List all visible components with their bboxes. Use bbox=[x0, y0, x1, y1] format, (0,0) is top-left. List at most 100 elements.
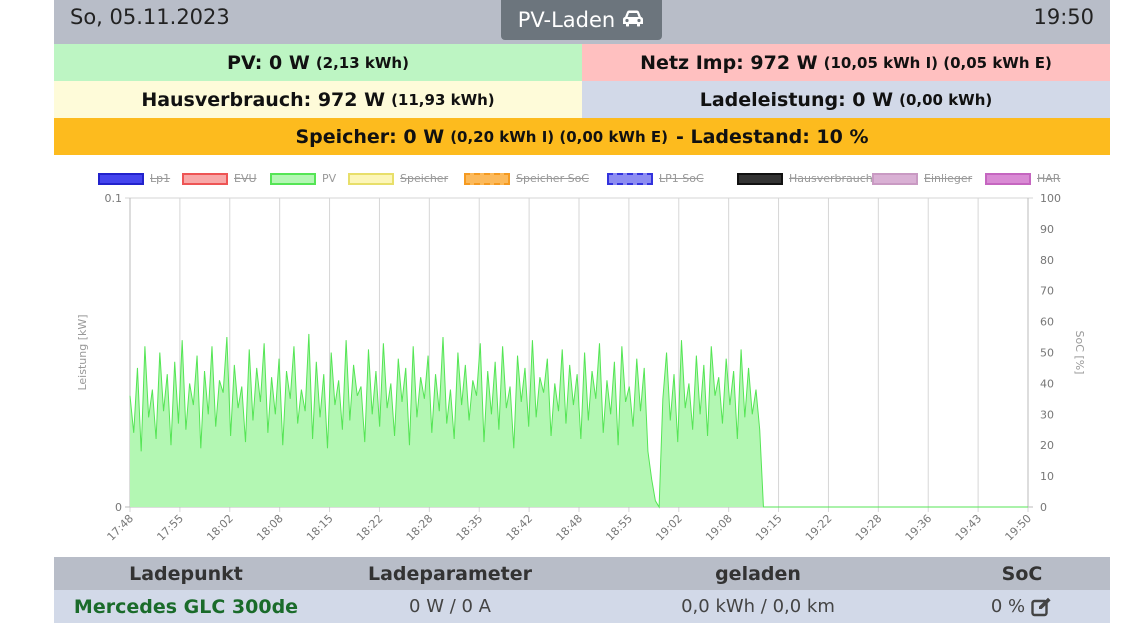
grid-summary: Netz Imp: 972 W (10,05 kWh I) (0,05 kWh … bbox=[582, 44, 1110, 81]
dashboard: So, 05.11.2023 PV-Laden 19:50 PV: 0 W (2… bbox=[54, 0, 1110, 637]
car-icon bbox=[621, 8, 645, 32]
grid-power: Netz Imp: 972 W bbox=[640, 51, 818, 74]
x-tick-label: 19:22 bbox=[803, 512, 835, 544]
summary-row-1: PV: 0 W (2,13 kWh) Netz Imp: 972 W (10,0… bbox=[54, 44, 1110, 81]
legend-item-evu[interactable]: EVU bbox=[182, 172, 257, 185]
x-tick-label: 19:43 bbox=[953, 512, 985, 544]
table-row[interactable]: Mercedes GLC 300de 0 W / 0 A 0,0 kWh / 0… bbox=[54, 590, 1110, 623]
charge-mode-button[interactable]: PV-Laden bbox=[501, 0, 662, 40]
header-ladepunkt: Ladepunkt bbox=[129, 562, 243, 585]
legend-label: PV bbox=[322, 172, 337, 185]
pv-energy: (2,13 kWh) bbox=[315, 53, 409, 72]
legend-label: Speicher SoC bbox=[516, 172, 589, 185]
legend-item-pv[interactable]: PV bbox=[270, 172, 336, 185]
pv-series-line bbox=[129, 333, 1028, 509]
legend-label: EVU bbox=[234, 172, 257, 185]
x-tick-label: 18:48 bbox=[554, 512, 586, 544]
x-tick-label: 18:42 bbox=[504, 512, 536, 544]
house-consumption-summary: Hausverbrauch: 972 W (11,93 kWh) bbox=[54, 81, 582, 118]
y-tick-right: 70 bbox=[1040, 285, 1054, 298]
top-bar: So, 05.11.2023 PV-Laden 19:50 bbox=[54, 0, 1110, 44]
header-geladen: geladen bbox=[715, 562, 801, 585]
legend-swatch bbox=[182, 172, 228, 185]
legend-swatch bbox=[985, 172, 1031, 185]
battery-power: Speicher: 0 W bbox=[295, 125, 445, 148]
y-tick-left: 0.1 bbox=[105, 192, 123, 205]
legend-swatch bbox=[737, 172, 783, 185]
x-tick-label: 18:28 bbox=[404, 512, 436, 544]
battery-energy: (0,20 kWh I) (0,00 kWh E) bbox=[450, 127, 668, 146]
y-tick-right: 20 bbox=[1040, 439, 1054, 452]
y-tick-left: 0 bbox=[115, 501, 122, 514]
chart-legend: Lp1 EVU PV Speicher Speicher SoC LP1 SoC Hausv… bbox=[54, 172, 1110, 190]
x-tick-label: 18:15 bbox=[304, 512, 336, 544]
x-tick-label: 19:36 bbox=[903, 512, 935, 544]
legend-item-speicher[interactable]: Speicher bbox=[348, 172, 448, 185]
x-tick-label: 19:28 bbox=[853, 512, 885, 544]
charge-point-table-header: Ladepunkt Ladeparameter geladen SoC bbox=[54, 557, 1110, 590]
current-date: So, 05.11.2023 bbox=[70, 5, 230, 29]
y-tick-right: 30 bbox=[1040, 408, 1054, 421]
battery-state-of-charge: - Ladestand: 10 % bbox=[675, 125, 869, 148]
x-tick-label: 19:50 bbox=[1003, 512, 1035, 544]
legend-item-lp1-soc[interactable]: LP1 SoC bbox=[607, 172, 704, 185]
legend-label: Lp1 bbox=[150, 172, 171, 185]
x-tick-label: 18:22 bbox=[354, 512, 386, 544]
charging-power: Ladeleistung: 0 W bbox=[699, 88, 894, 111]
pv-power: PV: 0 W bbox=[227, 51, 310, 74]
legend-item-einlieger[interactable]: Einlieger bbox=[872, 172, 972, 185]
y-axis-label-right: SoC [%] bbox=[1073, 331, 1086, 375]
header-soc: SoC bbox=[1001, 562, 1043, 585]
y-tick-right: 0 bbox=[1040, 501, 1047, 514]
legend-swatch bbox=[872, 172, 918, 185]
legend-label: Speicher bbox=[400, 172, 449, 185]
house-energy: (11,93 kWh) bbox=[391, 90, 495, 109]
x-tick-label: 18:55 bbox=[603, 512, 635, 544]
header-ladeparameter: Ladeparameter bbox=[367, 562, 533, 585]
x-tick-label: 18:02 bbox=[204, 512, 236, 544]
y-tick-right: 50 bbox=[1040, 347, 1054, 360]
grid-energy: (10,05 kWh I) (0,05 kWh E) bbox=[823, 53, 1052, 72]
legend-item-lp1[interactable]: Lp1 bbox=[98, 172, 170, 185]
charged-amount: 0,0 kWh / 0,0 km bbox=[681, 596, 835, 617]
y-tick-right: 40 bbox=[1040, 377, 1054, 390]
legend-swatch bbox=[464, 172, 510, 185]
edit-icon[interactable] bbox=[1031, 597, 1053, 617]
pv-summary: PV: 0 W (2,13 kWh) bbox=[54, 44, 582, 81]
legend-swatch bbox=[98, 172, 144, 185]
x-tick-label: 19:02 bbox=[653, 512, 685, 544]
battery-summary: Speicher: 0 W (0,20 kWh I) (0,00 kWh E) … bbox=[54, 118, 1110, 155]
charge-parameters: 0 W / 0 A bbox=[409, 596, 491, 617]
house-power: Hausverbrauch: 972 W bbox=[141, 88, 386, 111]
charging-energy: (0,00 kWh) bbox=[899, 90, 993, 109]
legend-label: HAR bbox=[1037, 172, 1061, 185]
x-tick-label: 17:55 bbox=[154, 512, 186, 544]
y-tick-right: 100 bbox=[1040, 192, 1061, 205]
power-chart: 0 0.1 0 10 20 30 40 50 60 70 80 90 100 Leistung [kW] S… bbox=[76, 192, 1086, 544]
summary-row-2: Hausverbrauch: 972 W (11,93 kWh) Ladelei… bbox=[54, 81, 1110, 118]
x-tick-label: 19:15 bbox=[753, 512, 785, 544]
legend-label: LP1 SoC bbox=[659, 172, 704, 185]
vehicle-soc: 0 % bbox=[934, 590, 1110, 623]
legend-item-har[interactable]: HAR bbox=[985, 172, 1060, 185]
vehicle-name[interactable]: Mercedes GLC 300de bbox=[73, 595, 299, 618]
legend-item-speicher-soc[interactable]: Speicher SoC bbox=[464, 172, 589, 185]
legend-swatch bbox=[270, 172, 316, 185]
legend-swatch bbox=[607, 172, 653, 185]
x-tick-label: 18:35 bbox=[454, 512, 486, 544]
legend-swatch bbox=[348, 172, 394, 185]
summary-row-3: Speicher: 0 W (0,20 kWh I) (0,00 kWh E) … bbox=[54, 118, 1110, 155]
pv-series-area bbox=[130, 333, 1028, 507]
y-tick-right: 10 bbox=[1040, 470, 1054, 483]
y-tick-right: 90 bbox=[1040, 223, 1054, 236]
charging-power-summary: Ladeleistung: 0 W (0,00 kWh) bbox=[582, 81, 1110, 118]
legend-label: Hausverbrauch bbox=[789, 172, 873, 185]
current-time: 19:50 bbox=[1033, 5, 1094, 29]
x-tick-label: 17:48 bbox=[105, 512, 137, 544]
y-tick-right: 80 bbox=[1040, 254, 1054, 267]
x-tick-label: 18:08 bbox=[254, 512, 286, 544]
legend-item-hausverbrauch[interactable]: Hausverbrauch bbox=[737, 172, 873, 185]
y-tick-right: 60 bbox=[1040, 316, 1054, 329]
x-tick-label: 19:08 bbox=[703, 512, 735, 544]
legend-label: Einlieger bbox=[924, 172, 973, 185]
